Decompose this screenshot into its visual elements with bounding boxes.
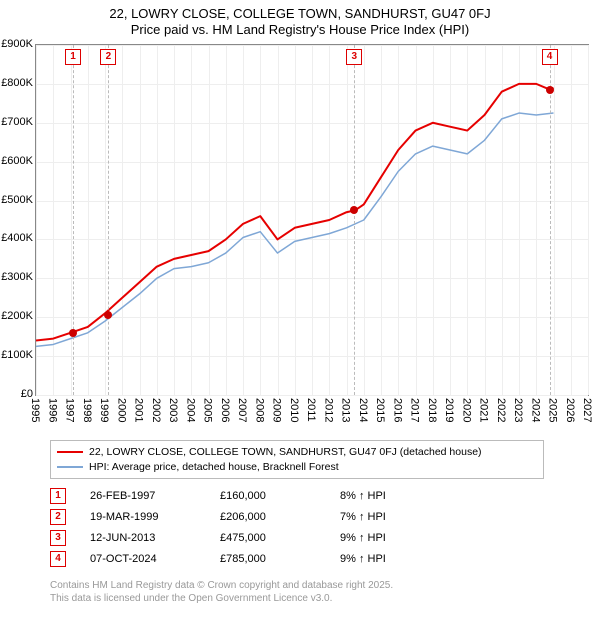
legend-row: 22, LOWRY CLOSE, COLLEGE TOWN, SANDHURST…	[57, 445, 537, 460]
sale-row-price: £206,000	[220, 511, 340, 523]
x-tick-label: 2007	[236, 398, 248, 422]
x-tick-label: 2025	[547, 398, 559, 422]
title-block: 22, LOWRY CLOSE, COLLEGE TOWN, SANDHURST…	[0, 0, 600, 39]
x-tick-label: 2021	[478, 398, 490, 422]
x-tick-label: 2013	[340, 398, 352, 422]
sale-row: 1 26-FEB-1997£160,0008% ↑ HPI	[50, 488, 386, 504]
sale-row-pct: 8% ↑ HPI	[340, 490, 386, 502]
legend-swatch	[57, 451, 83, 453]
sale-row: 4 07-OCT-2024£785,0009% ↑ HPI	[50, 551, 386, 567]
x-tick-label: 1997	[64, 398, 76, 422]
sale-row-date: 26-FEB-1997	[90, 490, 220, 502]
sale-marker-box: 1	[65, 49, 81, 65]
sale-marker-line	[108, 45, 109, 395]
y-tick-label: £700K	[0, 116, 33, 128]
y-tick-label: £500K	[0, 194, 33, 206]
gridline-v	[588, 45, 589, 395]
sale-row-price: £160,000	[220, 490, 340, 502]
sale-row-date: 19-MAR-1999	[90, 511, 220, 523]
sale-marker-box: 2	[100, 49, 116, 65]
y-tick-label: £600K	[0, 155, 33, 167]
x-tick-label: 2002	[150, 398, 162, 422]
x-tick-label: 2024	[529, 398, 541, 422]
legend-label: 22, LOWRY CLOSE, COLLEGE TOWN, SANDHURST…	[89, 445, 482, 460]
sale-row: 2 19-MAR-1999£206,0007% ↑ HPI	[50, 509, 386, 525]
x-tick-label: 2020	[460, 398, 472, 422]
sale-marker-box: 4	[542, 49, 558, 65]
chart-plot-area: 1 2 3 4	[35, 44, 589, 396]
y-tick-label: £200K	[0, 310, 33, 322]
y-tick-label: £800K	[0, 77, 33, 89]
x-tick-label: 1995	[29, 398, 41, 422]
x-tick-label: 2017	[409, 398, 421, 422]
x-tick-label: 2001	[133, 398, 145, 422]
x-tick-label: 2008	[253, 398, 265, 422]
footer-block: Contains HM Land Registry data © Crown c…	[50, 580, 393, 605]
sale-row-pct: 9% ↑ HPI	[340, 532, 386, 544]
x-tick-label: 2027	[581, 398, 593, 422]
x-tick-label: 2022	[495, 398, 507, 422]
x-tick-label: 2000	[115, 398, 127, 422]
x-tick-label: 2006	[219, 398, 231, 422]
sale-row-index-box: 1	[50, 488, 66, 504]
title-line-2: Price paid vs. HM Land Registry's House …	[0, 22, 600, 38]
sale-row-index-box: 3	[50, 530, 66, 546]
x-tick-label: 2018	[426, 398, 438, 422]
x-tick-label: 2016	[391, 398, 403, 422]
sale-row-price: £785,000	[220, 553, 340, 565]
x-tick-label: 2004	[184, 398, 196, 422]
x-tick-label: 2019	[443, 398, 455, 422]
sale-row-pct: 7% ↑ HPI	[340, 511, 386, 523]
footer-line-1: Contains HM Land Registry data © Crown c…	[50, 580, 393, 593]
legend-box: 22, LOWRY CLOSE, COLLEGE TOWN, SANDHURST…	[50, 440, 544, 479]
x-tick-label: 2009	[271, 398, 283, 422]
gridline-h	[36, 395, 588, 396]
sale-marker-dot	[350, 206, 358, 214]
sale-marker-line	[550, 45, 551, 395]
title-line-1: 22, LOWRY CLOSE, COLLEGE TOWN, SANDHURST…	[0, 6, 600, 22]
chart-container: 22, LOWRY CLOSE, COLLEGE TOWN, SANDHURST…	[0, 0, 600, 620]
sale-marker-box: 3	[346, 49, 362, 65]
sale-marker-line	[354, 45, 355, 395]
sale-marker-dot	[104, 311, 112, 319]
legend-label: HPI: Average price, detached house, Brac…	[89, 460, 339, 475]
x-tick-label: 1999	[98, 398, 110, 422]
x-tick-label: 2015	[374, 398, 386, 422]
sale-row: 3 12-JUN-2013£475,0009% ↑ HPI	[50, 530, 386, 546]
sale-row-date: 07-OCT-2024	[90, 553, 220, 565]
series-price_paid	[36, 84, 554, 341]
x-tick-label: 1996	[46, 398, 58, 422]
chart-svg	[36, 45, 588, 395]
legend-row: HPI: Average price, detached house, Brac…	[57, 460, 537, 475]
sale-row-index-box: 4	[50, 551, 66, 567]
series-hpi	[36, 113, 554, 346]
x-tick-label: 1998	[81, 398, 93, 422]
y-tick-label: £900K	[0, 38, 33, 50]
sale-row-price: £475,000	[220, 532, 340, 544]
sale-marker-dot	[546, 86, 554, 94]
sale-marker-dot	[69, 329, 77, 337]
y-tick-label: £300K	[0, 271, 33, 283]
x-tick-label: 2003	[167, 398, 179, 422]
x-tick-label: 2012	[322, 398, 334, 422]
x-tick-label: 2023	[512, 398, 524, 422]
x-tick-label: 2005	[202, 398, 214, 422]
sale-row-index-box: 2	[50, 509, 66, 525]
y-tick-label: £400K	[0, 232, 33, 244]
y-axis-ticks: £0£100K£200K£300K£400K£500K£600K£700K£80…	[0, 44, 33, 394]
x-tick-label: 2014	[357, 398, 369, 422]
x-tick-label: 2026	[564, 398, 576, 422]
footer-line-2: This data is licensed under the Open Gov…	[50, 593, 393, 606]
sales-table: 1 26-FEB-1997£160,0008% ↑ HPI 2 19-MAR-1999…	[50, 488, 386, 572]
x-axis-ticks: 1995199619971998199920002001200220032004…	[35, 398, 587, 438]
sale-marker-line	[73, 45, 74, 395]
x-tick-label: 2010	[288, 398, 300, 422]
sale-row-pct: 9% ↑ HPI	[340, 553, 386, 565]
legend-swatch	[57, 466, 83, 468]
sale-row-date: 12-JUN-2013	[90, 532, 220, 544]
x-tick-label: 2011	[305, 398, 317, 422]
y-tick-label: £100K	[0, 349, 33, 361]
